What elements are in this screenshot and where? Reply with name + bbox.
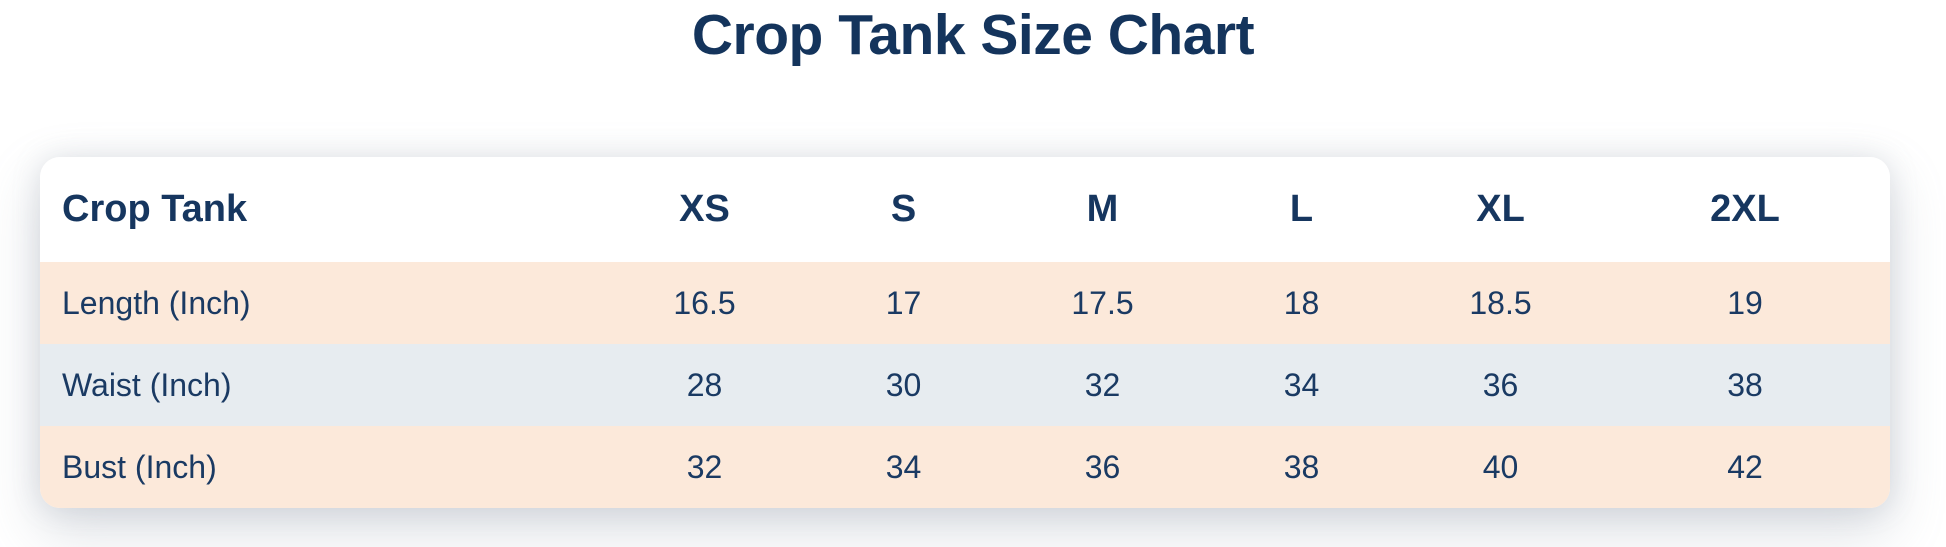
cell-value: 42 <box>1600 426 1890 508</box>
header-row: Crop Tank XS S M L XL 2XL <box>40 157 1890 262</box>
column-header-xl: XL <box>1401 157 1600 262</box>
cell-value: 34 <box>804 426 1003 508</box>
row-label: Waist (Inch) <box>40 344 605 426</box>
cell-value: 40 <box>1401 426 1600 508</box>
column-header-s: S <box>804 157 1003 262</box>
table-row-waist: Waist (Inch) 28 30 32 34 36 38 <box>40 344 1890 426</box>
cell-value: 32 <box>1003 344 1202 426</box>
column-header-l: L <box>1202 157 1401 262</box>
column-header-product: Crop Tank <box>40 157 605 262</box>
cell-value: 18 <box>1202 262 1401 344</box>
cell-value: 38 <box>1600 344 1890 426</box>
column-header-m: M <box>1003 157 1202 262</box>
column-header-xs: XS <box>605 157 804 262</box>
cell-value: 17 <box>804 262 1003 344</box>
cell-value: 18.5 <box>1401 262 1600 344</box>
cell-value: 36 <box>1003 426 1202 508</box>
table-row-length: Length (Inch) 16.5 17 17.5 18 18.5 19 <box>40 262 1890 344</box>
cell-value: 16.5 <box>605 262 804 344</box>
row-label: Length (Inch) <box>40 262 605 344</box>
cell-value: 32 <box>605 426 804 508</box>
cell-value: 30 <box>804 344 1003 426</box>
cell-value: 28 <box>605 344 804 426</box>
column-header-2xl: 2XL <box>1600 157 1890 262</box>
size-chart-card: Crop Tank XS S M L XL 2XL Length (Inch) … <box>40 157 1890 508</box>
table-row-bust: Bust (Inch) 32 34 36 38 40 42 <box>40 426 1890 508</box>
cell-value: 36 <box>1401 344 1600 426</box>
size-chart-table: Crop Tank XS S M L XL 2XL Length (Inch) … <box>40 157 1890 508</box>
page-title: Crop Tank Size Chart <box>691 3 1255 67</box>
cell-value: 34 <box>1202 344 1401 426</box>
row-label: Bust (Inch) <box>40 426 605 508</box>
cell-value: 19 <box>1600 262 1890 344</box>
cell-value: 17.5 <box>1003 262 1202 344</box>
cell-value: 38 <box>1202 426 1401 508</box>
